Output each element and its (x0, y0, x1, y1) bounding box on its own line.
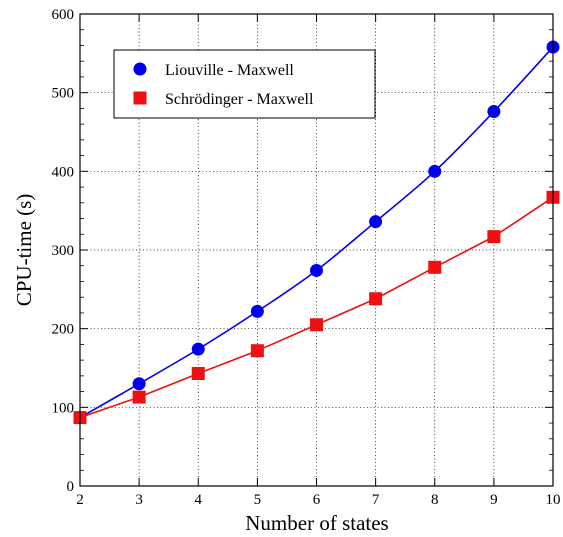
data-point-schrodinger-maxwell (487, 230, 501, 244)
x-tick-label: 3 (135, 492, 143, 508)
x-tick-label: 4 (195, 492, 203, 508)
legend-marker-schrodinger-maxwell (133, 91, 147, 105)
y-axis-title: CPU-time (s) (12, 194, 36, 307)
legend-marker-liouville-maxwell (133, 62, 147, 76)
y-tick-label: 300 (52, 243, 75, 259)
legend-label-schrodinger-maxwell: Schrödinger - Maxwell (165, 91, 314, 108)
x-tick-label: 6 (313, 492, 321, 508)
x-tick-label: 7 (372, 492, 380, 508)
axis-ticks (79, 13, 554, 487)
data-point-liouville-maxwell (369, 215, 383, 229)
data-point-liouville-maxwell (132, 377, 146, 391)
data-point-schrodinger-maxwell (369, 292, 383, 306)
data-point-liouville-maxwell (310, 263, 323, 277)
y-tick-label: 500 (52, 86, 75, 102)
data-point-schrodinger-maxwell (310, 318, 323, 332)
x-axis-title: Number of states (245, 511, 388, 535)
y-tick-label: 100 (52, 400, 75, 416)
y-tick-label: 400 (52, 164, 75, 180)
y-tick-label: 600 (52, 7, 75, 23)
y-axis-tick-labels: 0 100 200 300 400 500 600 (52, 7, 75, 495)
x-tick-label: 9 (490, 492, 498, 508)
data-point-schrodinger-maxwell (250, 344, 264, 358)
y-tick-label: 0 (67, 479, 75, 495)
series-schrodinger-maxwell (73, 190, 560, 425)
data-point-schrodinger-maxwell (191, 367, 205, 381)
legend: Liouville - Maxwell Schrödinger - Maxwel… (113, 49, 376, 119)
data-point-liouville-maxwell (428, 164, 442, 178)
data-point-liouville-maxwell (191, 342, 205, 356)
data-point-liouville-maxwell (250, 304, 264, 318)
legend-label-liouville-maxwell: Liouville - Maxwell (165, 62, 294, 79)
data-point-schrodinger-maxwell (132, 390, 146, 404)
x-tick-label: 2 (76, 492, 84, 508)
y-tick-label: 200 (52, 322, 75, 338)
x-axis-tick-labels: 2 3 4 5 6 7 8 9 10 (76, 492, 560, 508)
x-tick-label: 8 (431, 492, 439, 508)
x-tick-label: 5 (254, 492, 262, 508)
minor-ticks (80, 29, 553, 471)
data-point-liouville-maxwell (487, 105, 501, 119)
x-tick-label: 10 (546, 492, 561, 508)
legend-box (113, 49, 376, 119)
series-layer (73, 40, 560, 425)
data-point-schrodinger-maxwell (428, 260, 442, 274)
series-line-schrodinger-maxwell (79, 196, 554, 419)
